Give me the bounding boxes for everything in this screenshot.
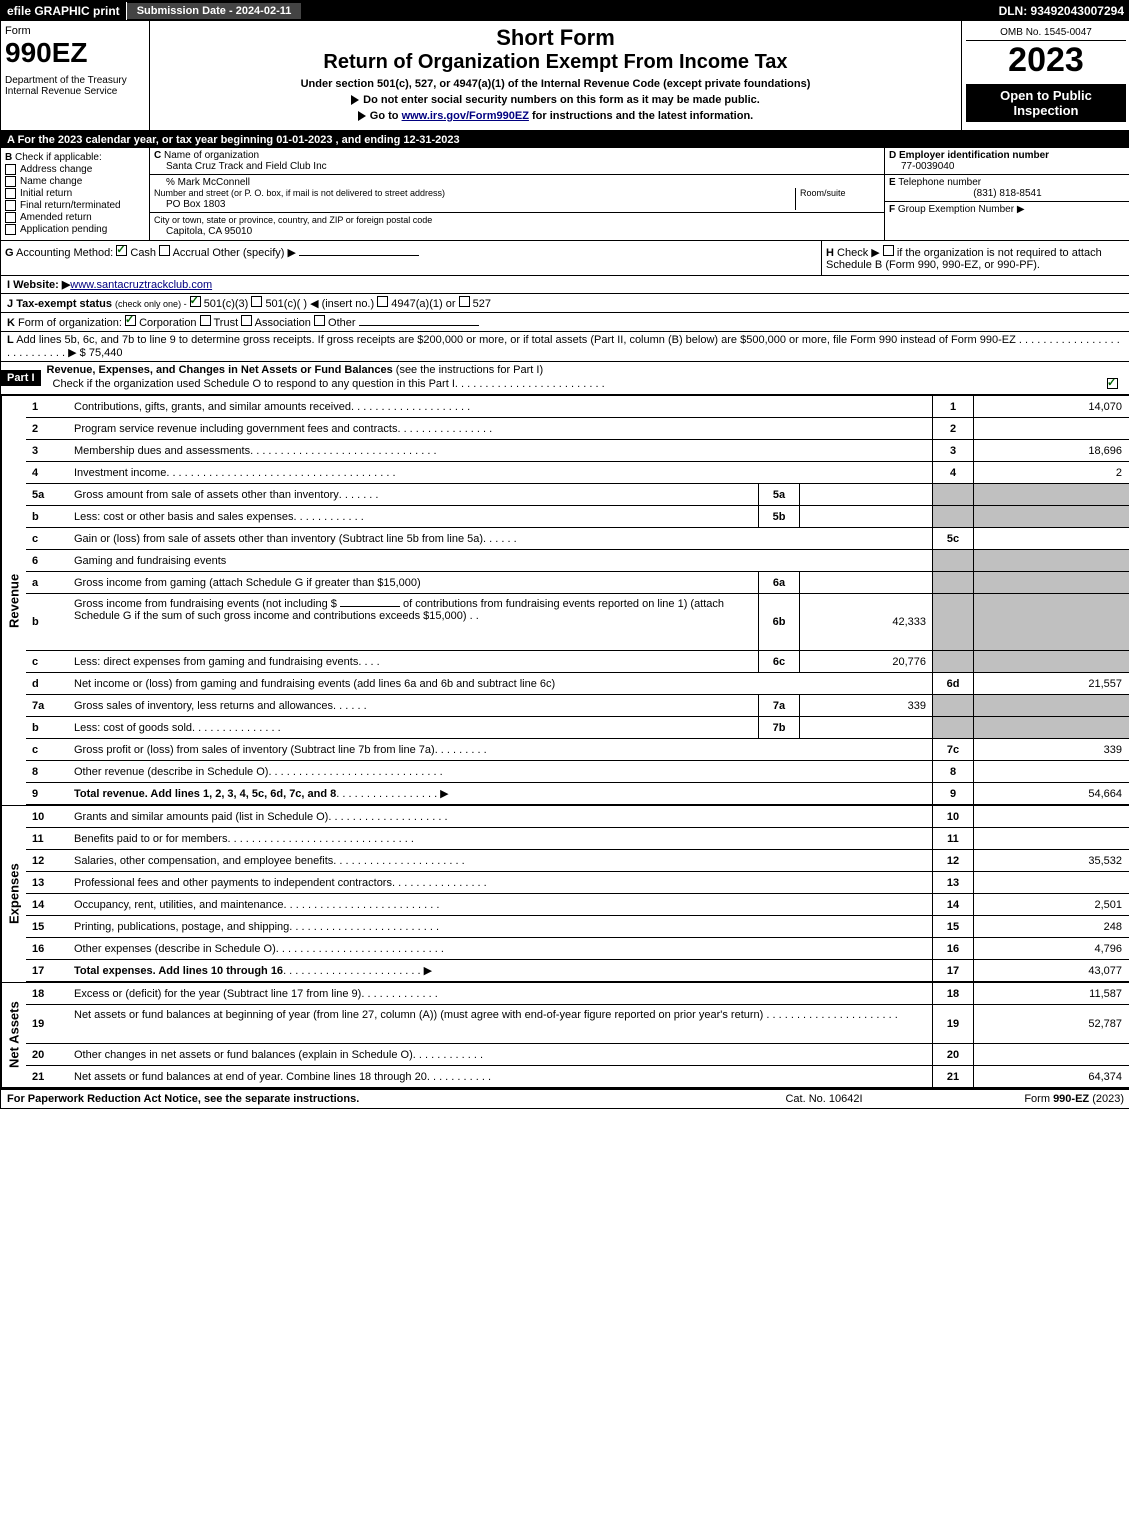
net-assets-section: Net Assets 18Excess or (deficit) for the…: [1, 982, 1129, 1088]
efile-label: efile GRAPHIC print: [1, 2, 127, 20]
chk-cash[interactable]: [116, 245, 127, 256]
omb-number: OMB No. 1545-0047: [966, 25, 1126, 41]
dept-label: Department of the Treasury: [5, 75, 145, 86]
line-3-value: 18,696: [973, 440, 1129, 461]
ein-value: 77-0039040: [889, 161, 954, 172]
dln-label: DLN: 93492043007294: [993, 2, 1129, 20]
chk-trust[interactable]: [200, 315, 211, 326]
line-5b-value: [799, 506, 932, 527]
line-6c-value: 20,776: [799, 651, 932, 672]
footer-left: For Paperwork Reduction Act Notice, see …: [7, 1093, 724, 1105]
tax-year: 2023: [966, 41, 1126, 80]
section-l: L Add lines 5b, 6c, and 7b to line 9 to …: [1, 332, 1129, 362]
line-15-value: 248: [973, 916, 1129, 937]
chk-schedule-b[interactable]: [883, 245, 894, 256]
city-state-zip: Capitola, CA 95010: [154, 226, 252, 237]
line-6a-value: [799, 572, 932, 593]
telephone-value: (831) 818-8541: [889, 188, 1126, 199]
irs-link[interactable]: www.irs.gov/Form990EZ: [402, 110, 529, 122]
line-21-value: 64,374: [973, 1066, 1129, 1087]
section-a: A For the 2023 calendar year, or tax yea…: [1, 132, 1129, 148]
expenses-section: Expenses 10Grants and similar amounts pa…: [1, 805, 1129, 982]
instruct-2: Go to www.irs.gov/Form990EZ for instruct…: [154, 110, 957, 122]
line-7c-value: 339: [973, 739, 1129, 760]
info-grid: B Check if applicable: Address change Na…: [1, 148, 1129, 241]
chk-address-change[interactable]: Address change: [5, 164, 145, 175]
short-form-title: Short Form: [154, 25, 957, 51]
chk-501c[interactable]: [251, 296, 262, 307]
page-footer: For Paperwork Reduction Act Notice, see …: [1, 1088, 1129, 1108]
line-6d-value: 21,557: [973, 673, 1129, 694]
chk-name-change[interactable]: Name change: [5, 176, 145, 187]
line-5c-value: [973, 528, 1129, 549]
line-7b-value: [799, 717, 932, 738]
line-18-value: 11,587: [973, 983, 1129, 1004]
form-header: Form 990EZ Department of the Treasury In…: [1, 21, 1129, 132]
care-of: % Mark McConnell: [154, 177, 250, 188]
line-9-value: 54,664: [973, 783, 1129, 804]
chk-other-org[interactable]: [314, 315, 325, 326]
room-suite-label: Room/suite: [796, 188, 880, 210]
footer-cat-no: Cat. No. 10642I: [724, 1093, 924, 1105]
instruct-1: Do not enter social security numbers on …: [154, 94, 957, 106]
header-center: Short Form Return of Organization Exempt…: [150, 21, 961, 130]
line-8-value: [973, 761, 1129, 782]
chk-application-pending[interactable]: Application pending: [5, 224, 145, 235]
form-number: 990EZ: [5, 37, 145, 69]
footer-form-ref: Form 990-EZ (2023): [924, 1093, 1124, 1105]
chk-initial-return[interactable]: Initial return: [5, 188, 145, 199]
line-12-value: 35,532: [973, 850, 1129, 871]
line-14-value: 2,501: [973, 894, 1129, 915]
website-link[interactable]: www.santacruztrackclub.com: [70, 279, 212, 291]
open-public-badge: Open to Public Inspection: [966, 84, 1126, 122]
chk-527[interactable]: [459, 296, 470, 307]
subtitle: Under section 501(c), 527, or 4947(a)(1)…: [154, 78, 957, 90]
main-title: Return of Organization Exempt From Incom…: [154, 51, 957, 74]
section-j: J Tax-exempt status (check only one) - 5…: [1, 294, 1129, 313]
chk-amended-return[interactable]: Amended return: [5, 212, 145, 223]
header-left: Form 990EZ Department of the Treasury In…: [1, 21, 150, 130]
submission-date: Submission Date - 2024-02-11: [127, 3, 302, 19]
gross-receipts: $ 75,440: [80, 347, 123, 359]
revenue-vert-label: Revenue: [1, 396, 26, 805]
section-b: B Check if applicable: Address change Na…: [1, 148, 150, 240]
line-17-value: 43,077: [973, 960, 1129, 981]
section-i: I Website: ▶www.santacruztrackclub.com: [1, 276, 1129, 294]
section-k: K Form of organization: Corporation Trus…: [1, 313, 1129, 332]
line-10-value: [973, 806, 1129, 827]
chk-association[interactable]: [241, 315, 252, 326]
chk-501c3[interactable]: [190, 296, 201, 307]
top-bar: efile GRAPHIC print Submission Date - 20…: [1, 1, 1129, 21]
irs-label: Internal Revenue Service: [5, 86, 145, 97]
line-13-value: [973, 872, 1129, 893]
line-19-value: 52,787: [973, 1005, 1129, 1043]
line-11-value: [973, 828, 1129, 849]
line-4-value: 2: [973, 462, 1129, 483]
section-c: C Name of organization Santa Cruz Track …: [150, 148, 884, 240]
chk-4947[interactable]: [377, 296, 388, 307]
line-16-value: 4,796: [973, 938, 1129, 959]
part-1-label: Part I: [1, 370, 41, 386]
chk-corporation[interactable]: [125, 315, 136, 326]
expenses-vert-label: Expenses: [1, 806, 26, 982]
line-7a-value: 339: [799, 695, 932, 716]
org-name: Santa Cruz Track and Field Club Inc: [154, 161, 327, 172]
line-2-value: [973, 418, 1129, 439]
form-word: Form: [5, 25, 145, 37]
gh-row: G Accounting Method: Cash Accrual Other …: [1, 241, 1129, 276]
line-5a-value: [799, 484, 932, 505]
header-right: OMB No. 1545-0047 2023 Open to Public In…: [961, 21, 1129, 130]
revenue-section: Revenue 1Contributions, gifts, grants, a…: [1, 395, 1129, 805]
chk-final-return[interactable]: Final return/terminated: [5, 200, 145, 211]
section-def: D Employer identification number 77-0039…: [884, 148, 1129, 240]
line-20-value: [973, 1044, 1129, 1065]
net-assets-vert-label: Net Assets: [1, 983, 26, 1087]
chk-accrual[interactable]: [159, 245, 170, 256]
part-1-header: Part I Revenue, Expenses, and Changes in…: [1, 362, 1129, 395]
line-1-value: 14,070: [973, 396, 1129, 417]
street-address: PO Box 1803: [154, 199, 225, 210]
form-container: efile GRAPHIC print Submission Date - 20…: [0, 0, 1129, 1109]
chk-schedule-o[interactable]: [1107, 378, 1118, 389]
line-6b-value: 42,333: [799, 594, 932, 650]
